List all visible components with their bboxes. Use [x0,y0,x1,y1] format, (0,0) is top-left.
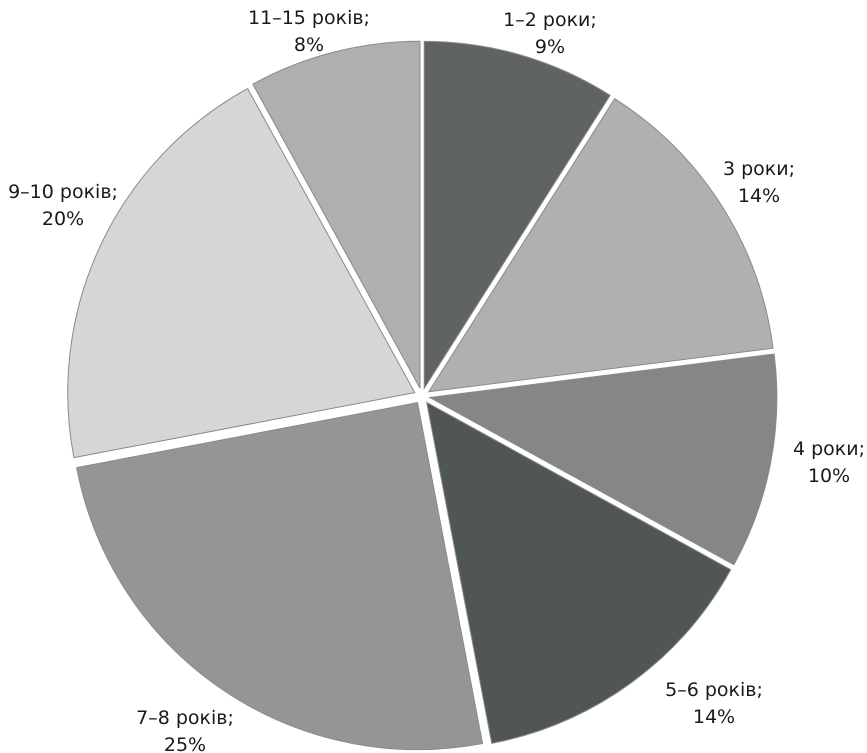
slice-label-category: 1–2 роки; [503,9,597,31]
pie-slice-3 [428,353,778,566]
pie-labels: 1–2 роки; 9% 3 роки; 14% 4 роки; 10% 5–6 років… [8,7,865,753]
slice-label-6: 9–10 років; 20% [8,181,118,230]
slice-label-category: 3 роки; [723,158,795,180]
slice-label-percent: 8% [294,34,324,56]
slice-label-category: 4 роки; [793,438,865,460]
slice-label-percent: 10% [808,465,850,487]
slice-label-3: 4 роки; 10% [793,438,865,487]
pie-slice-4 [426,401,732,744]
slice-label-percent: 9% [535,36,565,58]
slice-label-category: 9–10 років; [8,181,118,203]
pie-slice-2 [427,98,774,393]
slice-label-5: 7–8 років; 25% [136,707,234,753]
slice-label-7: 11–15 років; 8% [248,7,370,56]
pie-slice-6 [67,87,416,459]
slice-label-percent: 14% [693,706,735,728]
slice-label-1: 1–2 роки; 9% [503,9,597,58]
pie-slice-5 [76,402,484,751]
slice-label-4: 5–6 років; 14% [665,679,763,728]
slice-label-category: 11–15 років; [248,7,370,29]
slice-label-2: 3 роки; 14% [723,158,795,207]
slice-label-percent: 25% [164,734,206,753]
slice-label-percent: 14% [738,185,780,207]
slice-label-percent: 20% [42,208,84,230]
slice-label-category: 7–8 років; [136,707,234,729]
slice-label-category: 5–6 років; [665,679,763,701]
pie-slice-7 [252,40,421,389]
pie-slice-1 [423,40,611,391]
pie-slices [67,40,778,751]
